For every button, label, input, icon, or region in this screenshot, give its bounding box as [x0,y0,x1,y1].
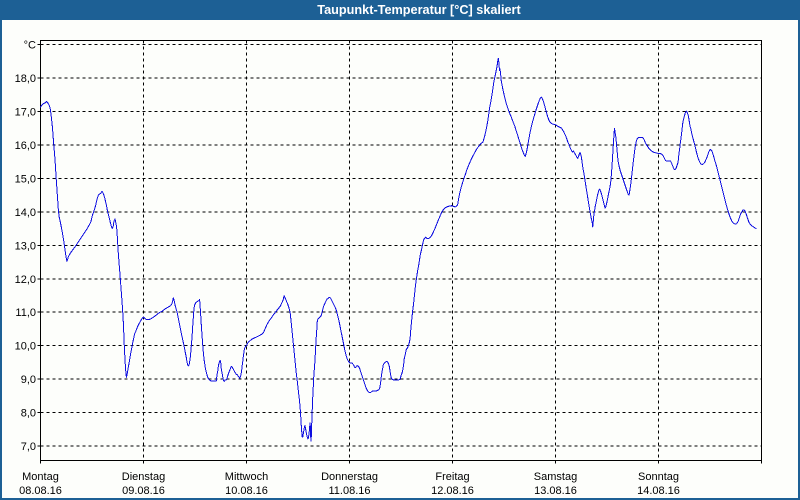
svg-text:14.08.16: 14.08.16 [637,485,680,497]
svg-text:Dienstag: Dienstag [122,471,165,483]
svg-text:15,0: 15,0 [15,173,36,185]
svg-text:Freitag: Freitag [435,471,469,483]
svg-text:18,0: 18,0 [15,73,36,85]
svg-text:10.08.16: 10.08.16 [225,485,268,497]
svg-text:11,0: 11,0 [15,307,36,319]
svg-text:12,0: 12,0 [15,274,36,286]
svg-text:17,0: 17,0 [15,107,36,119]
svg-text:09.08.16: 09.08.16 [122,485,165,497]
svg-text:Sonntag: Sonntag [638,471,679,483]
svg-text:13,0: 13,0 [15,240,36,252]
svg-text:8,0: 8,0 [21,408,36,420]
svg-text:Montag: Montag [22,471,59,483]
svg-text:°C: °C [24,40,36,52]
svg-text:Mittwoch: Mittwoch [225,471,268,483]
svg-text:16,0: 16,0 [15,140,36,152]
svg-text:14,0: 14,0 [15,207,36,219]
svg-text:7,0: 7,0 [21,441,36,453]
svg-text:11.08.16: 11.08.16 [328,485,370,497]
svg-text:9,0: 9,0 [21,374,36,386]
svg-text:Donnerstag: Donnerstag [321,471,378,483]
svg-text:12.08.16: 12.08.16 [431,485,474,497]
svg-text:08.08.16: 08.08.16 [19,485,62,497]
svg-text:13.08.16: 13.08.16 [534,485,577,497]
svg-text:Samstag: Samstag [534,471,577,483]
svg-text:10,0: 10,0 [15,341,36,353]
